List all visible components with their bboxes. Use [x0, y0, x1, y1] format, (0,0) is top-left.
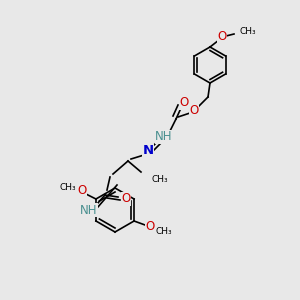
Text: N: N	[142, 145, 154, 158]
Text: O: O	[146, 220, 155, 233]
Text: O: O	[189, 104, 199, 118]
Text: CH₃: CH₃	[60, 184, 76, 193]
Text: CH₃: CH₃	[151, 176, 168, 184]
Text: O: O	[218, 31, 226, 44]
Text: O: O	[179, 97, 189, 110]
Text: CH₃: CH₃	[239, 28, 256, 37]
Text: NH: NH	[80, 203, 98, 217]
Text: O: O	[122, 193, 130, 206]
Text: O: O	[77, 184, 87, 197]
Text: NH: NH	[155, 130, 173, 143]
Text: CH₃: CH₃	[156, 226, 172, 236]
